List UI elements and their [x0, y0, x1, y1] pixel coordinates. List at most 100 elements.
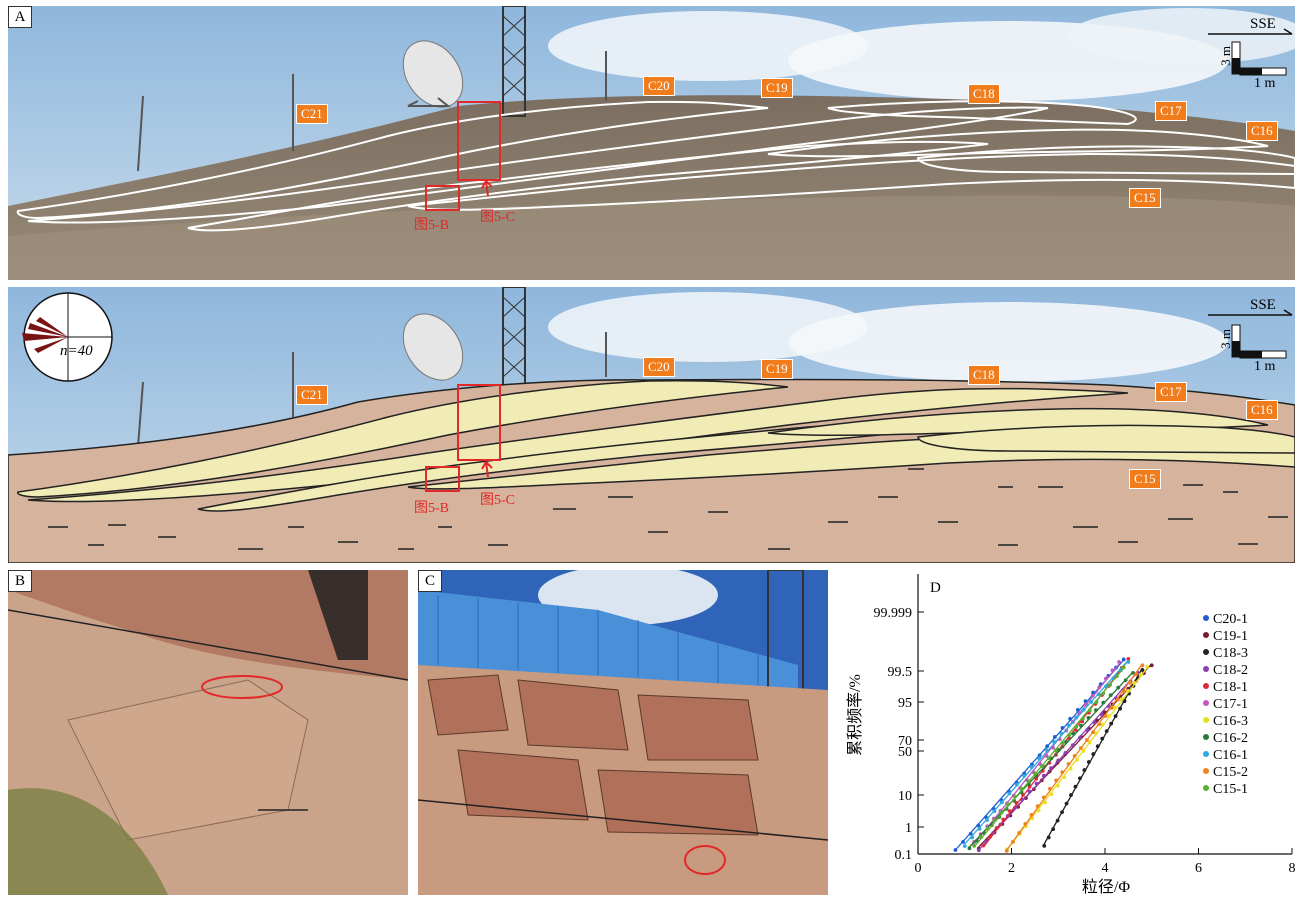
panel-label: C [418, 570, 442, 592]
bed-label: C15 [1129, 188, 1161, 208]
legend-marker [1203, 632, 1209, 638]
figure-ref-c: 图5-C [480, 210, 515, 225]
series-point [968, 831, 973, 836]
series-point [1007, 809, 1012, 814]
series-point [1073, 728, 1078, 732]
series-point [1101, 691, 1106, 696]
series-point [961, 840, 965, 844]
series-point [1097, 722, 1102, 727]
series-line [1043, 667, 1143, 845]
figure-ref-b: 图5-B [414, 501, 449, 516]
direction-label: SSE [1250, 297, 1276, 313]
x-tick-label: 6 [1195, 861, 1202, 876]
series-point [967, 846, 972, 851]
series-point [1094, 731, 1098, 736]
series-point [1014, 782, 1019, 787]
series-point [976, 823, 981, 828]
legend-marker [1203, 615, 1209, 621]
scale-horizontal-label: 1 m [1254, 76, 1276, 91]
series-point [1060, 770, 1065, 775]
series-point [1074, 715, 1079, 720]
series-point [1041, 773, 1046, 778]
bed-label: C16 [1246, 121, 1278, 141]
bed-label: C20 [643, 76, 675, 96]
panel-b: B [8, 570, 408, 895]
panel-a-sketch: n=40 SSE 3 m 1 m C21 C20 C19 C18 C17 C16… [8, 287, 1295, 563]
series-point [1011, 839, 1015, 844]
series-point [1027, 784, 1032, 789]
series-point [1109, 706, 1114, 710]
series-point [1047, 756, 1051, 761]
series-point [1072, 754, 1077, 758]
series-point [1094, 700, 1099, 704]
series-point [972, 844, 976, 848]
series-point [1085, 728, 1090, 732]
bed-label: C16 [1246, 400, 1278, 420]
legend-label: C16-2 [1213, 731, 1248, 746]
legend-marker [1203, 649, 1209, 655]
series-point [1091, 730, 1095, 735]
series-point [1037, 756, 1042, 761]
series-point [1051, 745, 1056, 750]
series-point [1013, 794, 1017, 799]
x-tick-label: 2 [1008, 861, 1015, 876]
series-point [1060, 740, 1065, 745]
bed-label: C15 [1129, 469, 1161, 489]
series-point [1126, 657, 1131, 661]
series-point [1070, 743, 1075, 748]
series-point [1128, 680, 1132, 685]
series-point [1106, 714, 1111, 718]
series-point [1056, 748, 1061, 752]
series-point [1087, 740, 1092, 745]
figure-ref-c: 图5-C [480, 493, 515, 508]
series-point [1049, 766, 1053, 770]
x-tick-label: 4 [1102, 861, 1109, 876]
series-point [1101, 700, 1106, 705]
series-point [1027, 789, 1032, 794]
series-point [1043, 800, 1047, 805]
series-point [1066, 723, 1071, 728]
series-point [976, 848, 981, 853]
series-point [1089, 700, 1094, 704]
series-point [1121, 657, 1126, 662]
legend-marker [1203, 717, 1209, 723]
series-line [973, 663, 1120, 845]
series-point [1063, 750, 1068, 755]
series-point [1041, 795, 1046, 800]
series-point [970, 835, 975, 840]
legend-label: C18-3 [1213, 646, 1248, 661]
scale-vertical-label: 3 m [1218, 329, 1233, 349]
series-point [1071, 731, 1076, 736]
panel-b-photo [8, 570, 408, 895]
series-point [1044, 748, 1049, 752]
series-point [999, 810, 1004, 815]
series-point [1073, 784, 1078, 789]
panel-a-sketch-drawing [8, 287, 1295, 563]
x-tick-label: 0 [915, 861, 922, 876]
series-point [1067, 733, 1072, 737]
series-point [1046, 835, 1051, 840]
legend-label: C18-2 [1213, 663, 1248, 678]
series-point [1054, 778, 1059, 783]
series-point [1037, 753, 1042, 758]
series-line [964, 659, 1129, 845]
series-point [1113, 705, 1118, 710]
bed-label: C21 [296, 104, 328, 124]
series-point [1126, 660, 1131, 664]
series-point [1075, 757, 1079, 762]
series-point [1104, 729, 1109, 734]
panel-label: B [8, 570, 32, 592]
series-point [1086, 715, 1091, 720]
series-point [1029, 813, 1034, 817]
series-point [1006, 802, 1010, 807]
series-point [1145, 665, 1149, 669]
direction-label: SSE [1250, 16, 1276, 32]
series-point [1069, 793, 1073, 797]
series-point [1007, 791, 1012, 796]
scale-vertical-label: 3 m [1218, 46, 1233, 66]
series-point [1079, 723, 1083, 728]
series-point [1001, 817, 1006, 822]
series-point [1115, 674, 1119, 678]
series-point [1106, 704, 1111, 709]
